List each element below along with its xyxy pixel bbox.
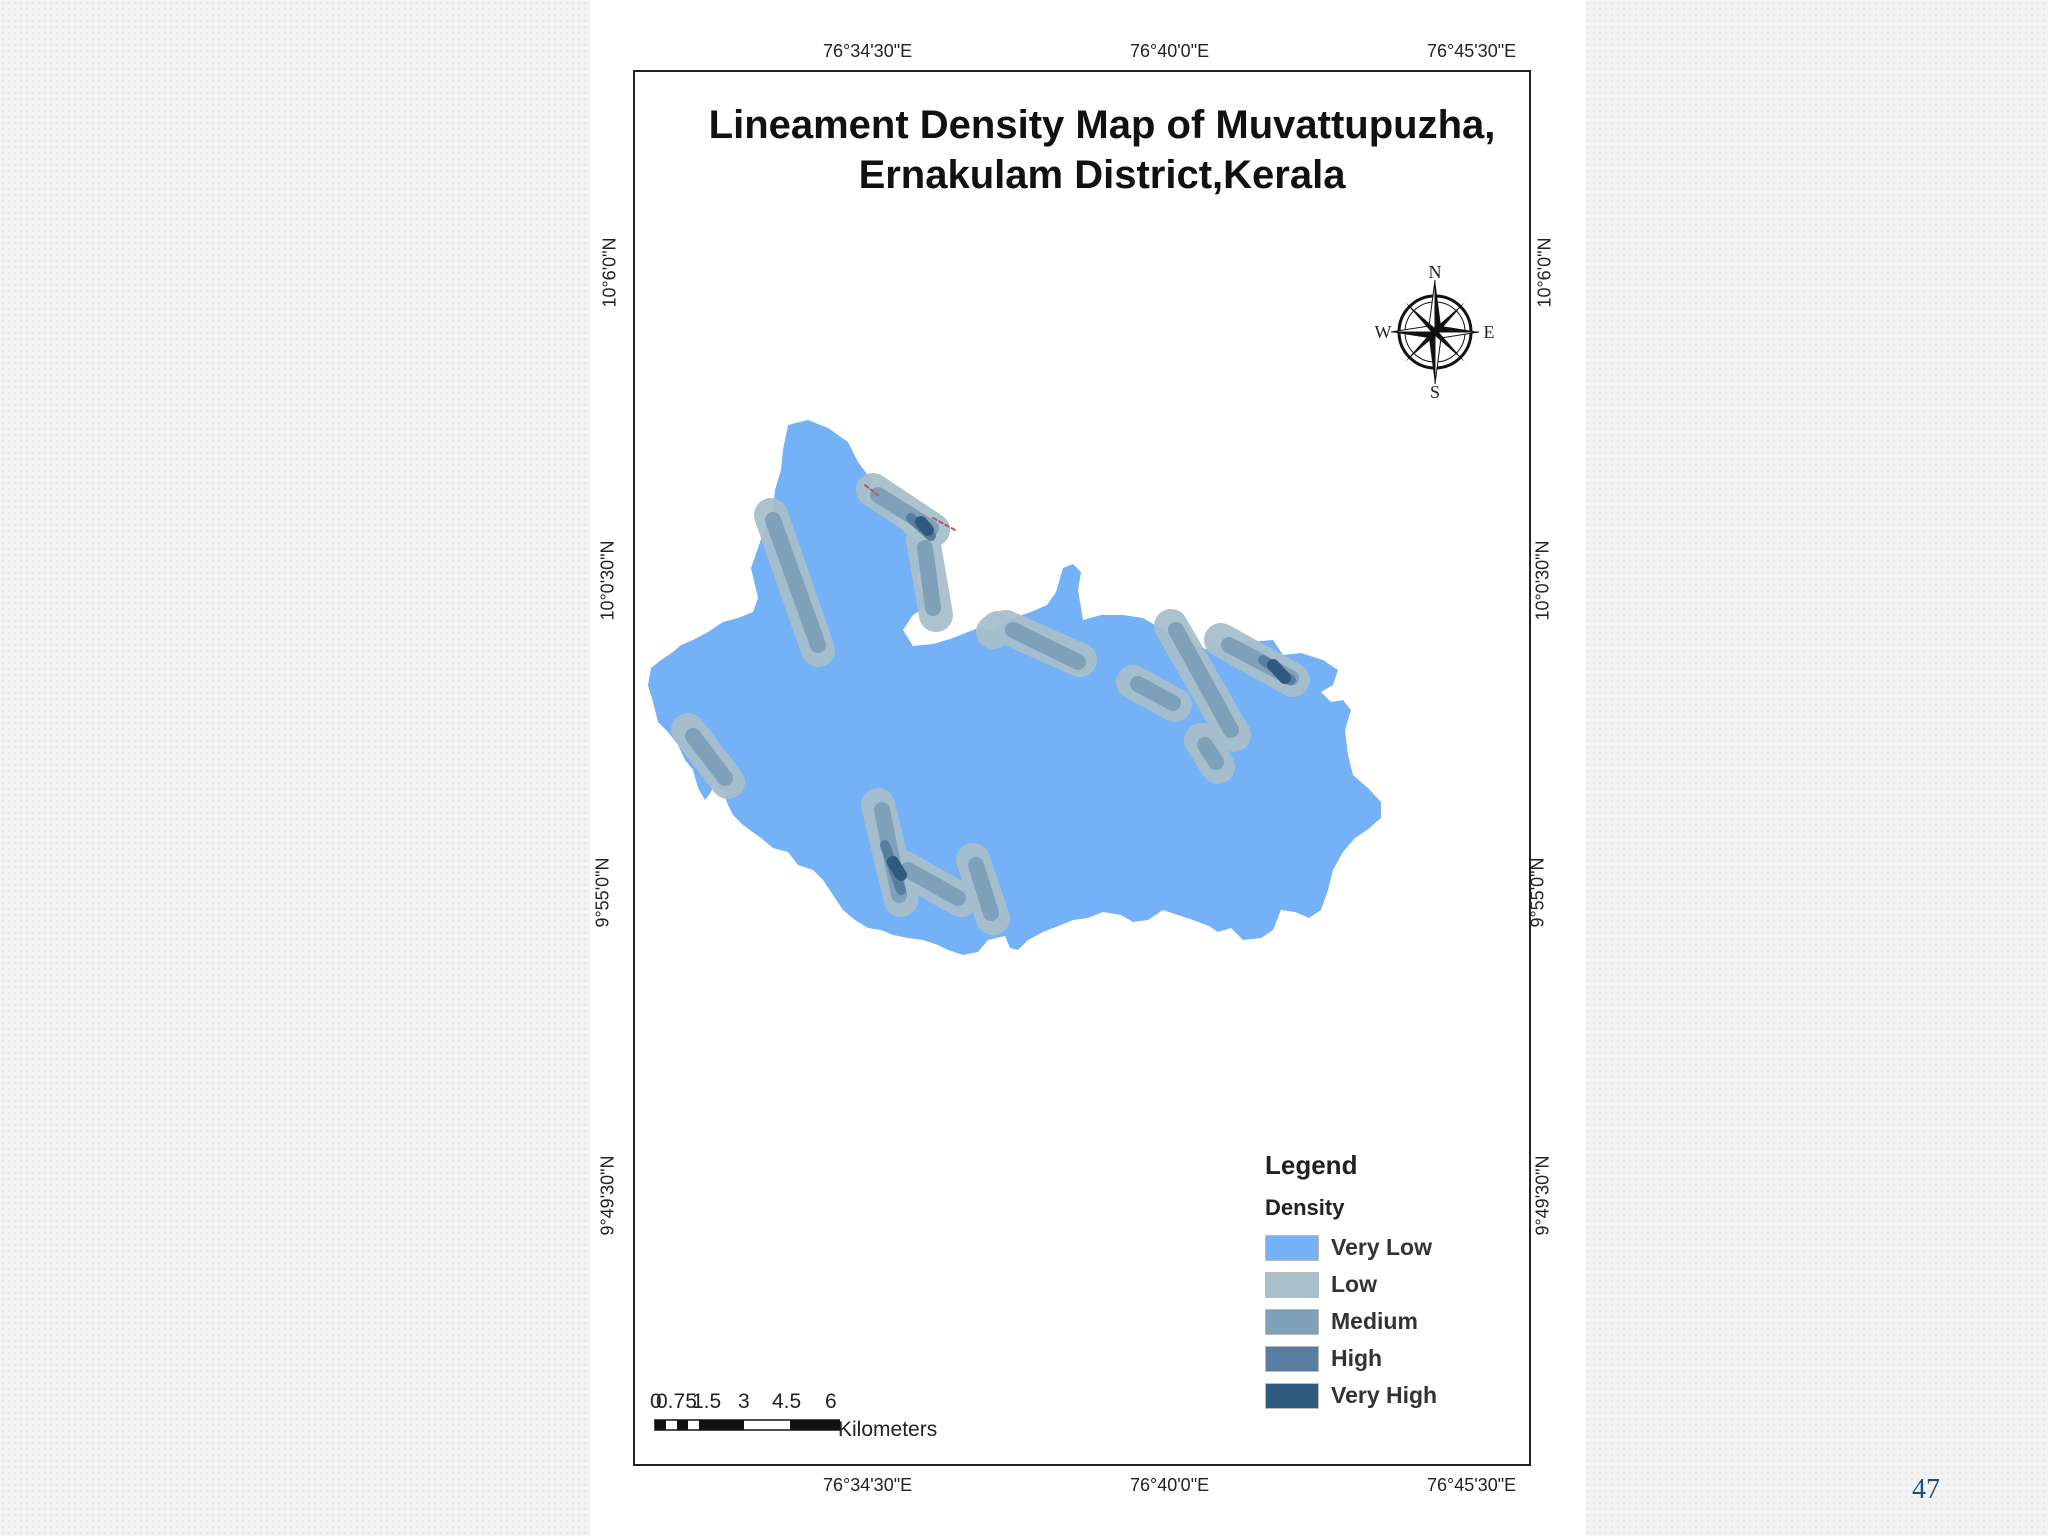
- legend-label: High: [1331, 1345, 1383, 1371]
- legend-swatch: [1265, 1234, 1319, 1261]
- legend-item: High: [1265, 1340, 1437, 1377]
- legend-swatch: [1265, 1382, 1319, 1409]
- map-legend: Legend Density Very Low Low Medium High …: [1265, 1150, 1437, 1414]
- legend-item: Very Low: [1265, 1229, 1437, 1266]
- lon-tick-bottom-3: 76°45'30"E: [1427, 1475, 1517, 1495]
- map-title-line-2: Ernakulam District,Kerala: [858, 153, 1346, 197]
- lon-tick-bottom-2: 76°40'0"E: [1130, 1475, 1210, 1495]
- compass-rose-icon: N S W E: [1375, 260, 1495, 405]
- lon-tick-top-3: 76°45'30"E: [1427, 41, 1517, 61]
- lon-tick-bottom-1: 76°34'30"E: [823, 1475, 913, 1495]
- lat-tick-left-4: 9°49'30"N: [597, 1155, 618, 1236]
- compass-west-label: W: [1375, 322, 1392, 342]
- map-title: Lineament Density Map of Muvattupuzha, E…: [633, 100, 1531, 200]
- scale-bar-labels: 0 0.75 1.5 3 4.5 6: [650, 1390, 850, 1414]
- legend-item: Very High: [1265, 1377, 1437, 1414]
- lon-tick-top-2: 76°40'0"E: [1130, 41, 1210, 61]
- slide-page-number: 47: [1912, 1474, 1940, 1505]
- scale-label: 0.75: [656, 1390, 697, 1413]
- lat-tick-right-2: 10°0'30"N: [1532, 540, 1553, 621]
- scale-bar: 0 0.75 1.5 3 4.5 6 Kilometers: [650, 1390, 937, 1441]
- lat-tick-left-2: 10°0'30"N: [597, 540, 618, 621]
- lat-tick-right-1: 10°6'0"N: [1534, 237, 1555, 308]
- legend-label: Low: [1331, 1271, 1377, 1297]
- compass-east-label: E: [1484, 322, 1495, 342]
- scale-label: 3: [738, 1390, 750, 1413]
- map-canvas: [648, 420, 1381, 955]
- legend-title: Legend: [1265, 1150, 1358, 1180]
- legend-subtitle: Density: [1265, 1195, 1345, 1220]
- scale-label: 0: [650, 1390, 662, 1413]
- lat-tick-left-1: 10°6'0"N: [599, 237, 620, 308]
- slide-background-left: [0, 0, 590, 1536]
- legend-item: Medium: [1265, 1303, 1437, 1340]
- legend-swatch: [1265, 1345, 1319, 1372]
- scale-bar-units: Kilometers: [838, 1418, 938, 1441]
- legend-item: Low: [1265, 1266, 1437, 1303]
- lat-tick-left-3: 9°55'0"N: [592, 857, 613, 928]
- map-title-line-1: Lineament Density Map of Muvattupuzha,: [708, 103, 1496, 147]
- scale-label: 4.5: [772, 1390, 802, 1413]
- compass-north-label: N: [1429, 262, 1442, 282]
- legend-swatch: [1265, 1308, 1319, 1335]
- scale-bar-graphic: [650, 1418, 850, 1432]
- scale-label: 6: [825, 1390, 837, 1413]
- legend-label: Very Low: [1331, 1234, 1432, 1260]
- legend-swatch: [1265, 1271, 1319, 1298]
- compass-south-label: S: [1430, 382, 1440, 400]
- legend-label: Medium: [1331, 1308, 1418, 1334]
- legend-label: Very High: [1331, 1382, 1438, 1408]
- lon-tick-top-1: 76°34'30"E: [823, 41, 913, 61]
- lat-tick-right-4: 9°49'30"N: [1532, 1155, 1553, 1236]
- district-region: [648, 420, 1381, 955]
- lat-tick-right-3: 9°55'0"N: [1527, 857, 1548, 928]
- lineament-buffers: [671, 473, 1310, 935]
- slide-background-right: [1585, 0, 2048, 1536]
- scale-label: 1.5: [692, 1390, 722, 1413]
